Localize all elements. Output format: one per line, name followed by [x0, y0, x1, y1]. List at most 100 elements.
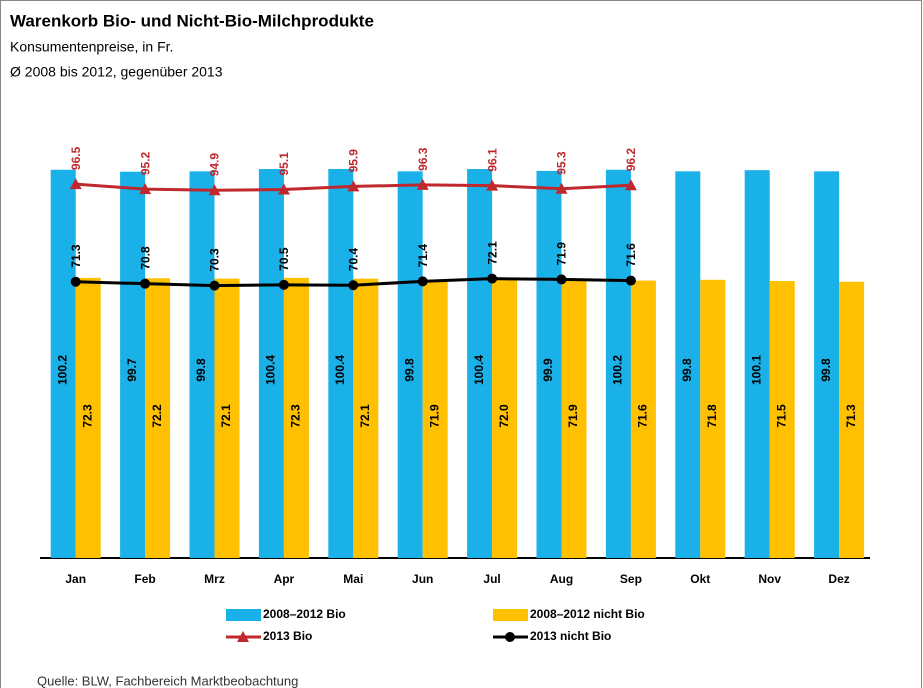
value-label: 72.2: [150, 404, 164, 428]
value-label: 70.5: [277, 247, 291, 271]
x-tick-label: Nov: [758, 572, 781, 586]
bar: [214, 278, 240, 558]
value-label: 95.2: [138, 151, 152, 175]
value-label: 71.6: [624, 243, 638, 267]
marker: [486, 179, 499, 191]
bar: [120, 171, 146, 558]
bar: [75, 277, 101, 558]
value-label: 99.8: [402, 358, 416, 382]
value-label: 71.6: [636, 404, 650, 428]
x-tick-label: Mai: [343, 572, 363, 586]
bar: [258, 169, 284, 558]
legend-marker: [505, 632, 515, 642]
marker: [139, 183, 152, 195]
marker: [417, 276, 428, 287]
value-label: 96.2: [624, 148, 638, 172]
marker: [277, 183, 290, 195]
value-label: 72.1: [219, 404, 233, 428]
value-label: 72.3: [289, 404, 303, 428]
marker: [556, 274, 567, 285]
value-label: 94.9: [208, 153, 222, 177]
bar: [630, 280, 656, 558]
legend-label: 2013 Bio: [263, 629, 312, 643]
value-label: 70.4: [346, 248, 360, 272]
value-label: 72.1: [485, 241, 499, 265]
source: Quelle: BLW, Fachbereich Marktbeobachtun…: [37, 673, 298, 688]
marker: [208, 184, 221, 196]
x-tick-label: Jan: [65, 572, 86, 586]
bar: [492, 279, 518, 558]
marker: [278, 279, 289, 290]
bar: [744, 170, 770, 558]
value-label: 99.8: [194, 358, 208, 382]
x-tick-label: Mrz: [204, 572, 225, 586]
legend-label: 2008–2012 Bio: [263, 607, 346, 621]
x-tick-label: Apr: [274, 572, 295, 586]
value-label: 71.4: [416, 244, 430, 268]
value-label: 71.5: [774, 404, 788, 428]
value-label: 71.9: [555, 242, 569, 266]
subtitle: Ø 2008 bis 2012, gegenüber 2013: [10, 64, 223, 80]
bar: [700, 279, 726, 558]
marker: [555, 182, 568, 194]
x-tick-label: Feb: [134, 572, 155, 586]
bar: [353, 278, 379, 558]
x-tick-label: Jul: [483, 572, 500, 586]
x-tick-label: Jun: [412, 572, 433, 586]
x-tick-label: Sep: [620, 572, 642, 586]
legend-label: 2008–2012 nicht Bio: [530, 607, 645, 621]
value-label: 71.3: [844, 404, 858, 428]
bar: [422, 279, 448, 558]
chart-title: Warenkorb Bio- und Nicht-Bio-Milchproduk…: [10, 11, 374, 30]
bar: [769, 280, 795, 558]
value-label: 71.9: [566, 404, 580, 428]
value-label: 70.8: [138, 246, 152, 270]
bar: [50, 169, 76, 558]
value-label: 100.2: [55, 355, 69, 385]
value-label: 96.1: [485, 148, 499, 172]
value-label: 70.3: [208, 248, 222, 272]
legend-label: 2013 nicht Bio: [530, 629, 611, 643]
marker: [487, 273, 498, 284]
marker: [625, 275, 636, 286]
marker: [416, 178, 429, 190]
value-label: 100.4: [333, 355, 347, 385]
bar: [536, 170, 562, 558]
value-label: 100.2: [611, 355, 625, 385]
bar: [397, 171, 423, 558]
legend-swatch: [493, 609, 528, 621]
bar: [839, 281, 865, 558]
value-label: 96.5: [69, 146, 83, 170]
marker: [347, 180, 360, 192]
bar: [467, 169, 493, 558]
value-label: 99.8: [819, 358, 833, 382]
value-label: 72.1: [358, 404, 372, 428]
marker: [70, 276, 81, 287]
value-label: 71.8: [705, 404, 719, 428]
bar: [675, 171, 701, 558]
marker: [209, 280, 220, 291]
bar: [561, 279, 587, 558]
legend-marker: [237, 631, 249, 642]
bar: [145, 278, 171, 558]
bar: [283, 277, 309, 558]
value-label: 95.9: [346, 149, 360, 173]
marker: [140, 278, 151, 289]
value-label: 99.7: [125, 358, 139, 382]
marker: [624, 179, 637, 191]
value-label: 96.3: [416, 147, 430, 171]
bar: [328, 169, 354, 558]
bar: [189, 171, 215, 558]
value-label: 95.3: [555, 151, 569, 175]
value-label: 100.1: [749, 355, 763, 385]
value-label: 95.1: [277, 152, 291, 176]
bar: [814, 171, 840, 558]
x-tick-label: Aug: [550, 572, 573, 586]
value-label: 100.4: [264, 355, 278, 385]
value-label: 71.3: [69, 244, 83, 268]
marker: [69, 178, 82, 190]
subtitle: Konsumentenpreise, in Fr.: [10, 39, 173, 55]
value-label: 99.8: [680, 358, 694, 382]
value-label: 100.4: [472, 355, 486, 385]
